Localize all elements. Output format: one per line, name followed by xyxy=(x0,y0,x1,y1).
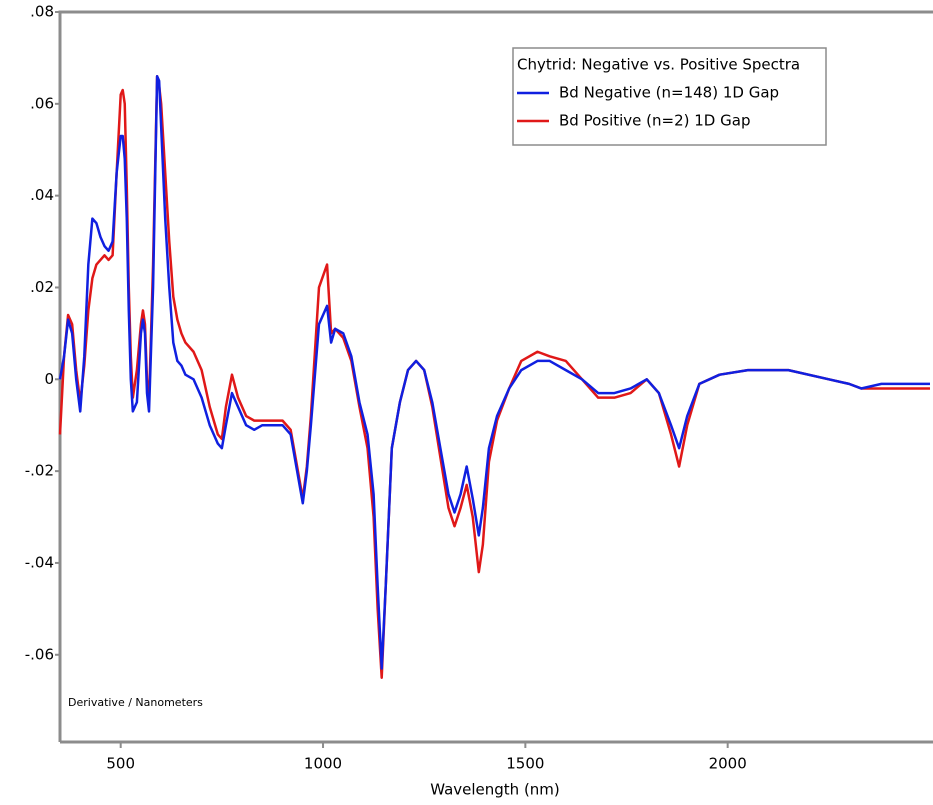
y-tick-label: .04 xyxy=(30,186,54,204)
y-tick-label: -.04 xyxy=(25,553,54,571)
x-tick-label: 500 xyxy=(106,755,135,773)
x-tick-label: 1000 xyxy=(304,755,342,773)
legend-label: Bd Positive (n=2) 1D Gap xyxy=(559,112,750,130)
y-tick-label: .08 xyxy=(30,3,54,21)
y-tick-label: .02 xyxy=(30,278,54,296)
series-line xyxy=(58,75,930,670)
x-axis-title: Wavelength (nm) xyxy=(430,781,560,799)
y-tick-label: .06 xyxy=(30,94,54,112)
legend-box xyxy=(512,47,827,146)
y-tick-label: 0 xyxy=(44,370,54,388)
legend-label: Bd Negative (n=148) 1D Gap xyxy=(559,84,779,102)
axes-frame xyxy=(58,10,933,744)
y-tick-label: -.02 xyxy=(25,462,54,480)
annotation: Derivative / Nanometers xyxy=(68,696,203,709)
y-tick-label: -.06 xyxy=(25,645,54,663)
x-tick-label: 2000 xyxy=(709,755,747,773)
legend-title: Chytrid: Negative vs. Positive Spectra xyxy=(517,56,800,74)
x-tick-label: 1500 xyxy=(506,755,544,773)
